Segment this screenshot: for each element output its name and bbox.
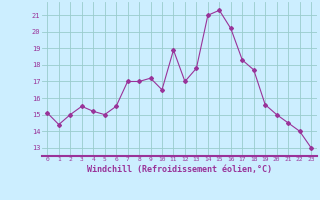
- X-axis label: Windchill (Refroidissement éolien,°C): Windchill (Refroidissement éolien,°C): [87, 165, 272, 174]
